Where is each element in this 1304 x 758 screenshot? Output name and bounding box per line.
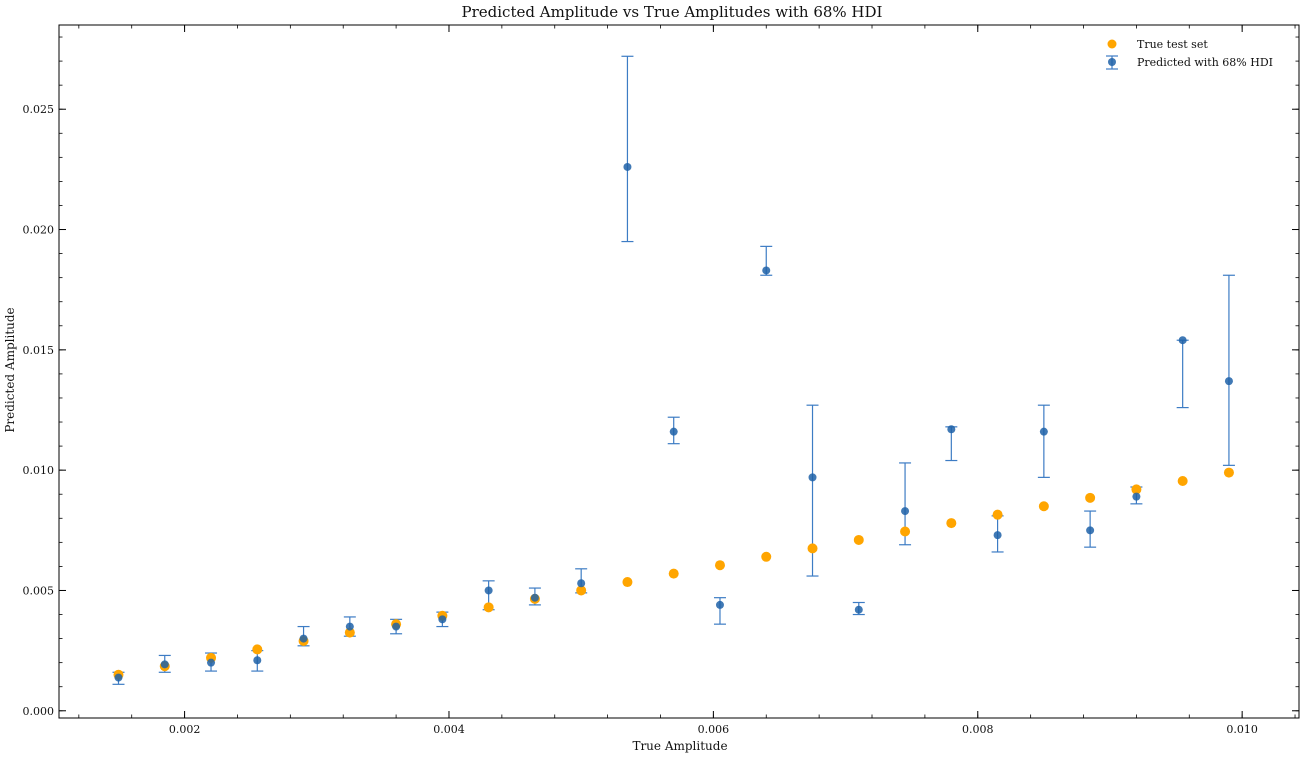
predicted-point [114,673,123,682]
predicted-point [577,579,586,588]
predicted-point [808,473,817,482]
true-point [1177,475,1188,486]
y-axis-label: Predicted Amplitude [3,307,17,432]
predicted-point [1224,377,1233,386]
predicted-point [762,266,771,275]
plot-frame [58,24,1300,719]
legend-marker-pred [1108,58,1116,66]
x-tick-label: 0.006 [698,723,730,736]
true-point [853,534,864,545]
x-tick-label: 0.004 [433,723,465,736]
y-tick-label: 0.000 [23,705,55,718]
predicted-point [1178,336,1187,345]
true-point [714,560,725,571]
true-point [344,627,355,638]
true-point [1223,467,1234,478]
y-tick-label: 0.015 [23,344,55,357]
true-point [900,526,911,537]
predicted-point [299,634,308,643]
true-point [622,577,633,588]
legend-label-true: True test set [1137,38,1208,51]
legend-label-pred: Predicted with 68% HDI [1137,56,1273,69]
legend: True test set Predicted with 68% HDI [1106,38,1273,70]
predicted-point [207,658,216,667]
predicted-point [160,660,169,669]
true-point [1085,492,1096,503]
errorbars [112,55,1235,685]
chart-title: Predicted Amplitude vs True Amplitudes w… [462,3,883,21]
predicted-point [1086,526,1095,535]
true-point [576,585,587,596]
true-point [992,509,1003,520]
x-tick-label: 0.010 [1226,723,1258,736]
predicted-point [438,615,447,624]
true-point [1131,484,1142,495]
true-point [946,518,957,529]
predicted-point [253,656,262,665]
x-tick-label: 0.008 [962,723,994,736]
y-tick-label: 0.020 [23,224,55,237]
predicted-point [1132,492,1141,501]
predicted-point [947,425,956,434]
true-point [483,602,494,613]
y-tick-label: 0.025 [23,103,55,116]
predicted-point [901,507,910,516]
true-point [807,543,818,554]
y-tick-label: 0.010 [23,464,55,477]
y-tick-label: 0.005 [23,584,55,597]
true-point [761,551,772,562]
legend-marker-true [1107,39,1117,49]
x-tick-label: 0.002 [169,723,201,736]
predicted-points [114,162,1233,682]
predicted-point [530,593,539,602]
predicted-point [623,162,632,171]
predicted-point [1039,427,1048,436]
x-axis-label: True Amplitude [632,739,727,753]
true-point [252,644,263,655]
predicted-point [484,586,493,595]
predicted-point [392,622,401,631]
true-point [668,568,679,579]
predicted-point [854,605,863,614]
predicted-point [993,531,1002,540]
predicted-point [715,600,724,609]
axis-ticks: 0.002 0.004 0.006 0.008 0.010 0.000 0.005 0.010… [23,25,1299,736]
predicted-point [345,622,354,631]
true-points [113,467,1234,680]
predicted-point [669,427,678,436]
true-point [1038,501,1049,512]
